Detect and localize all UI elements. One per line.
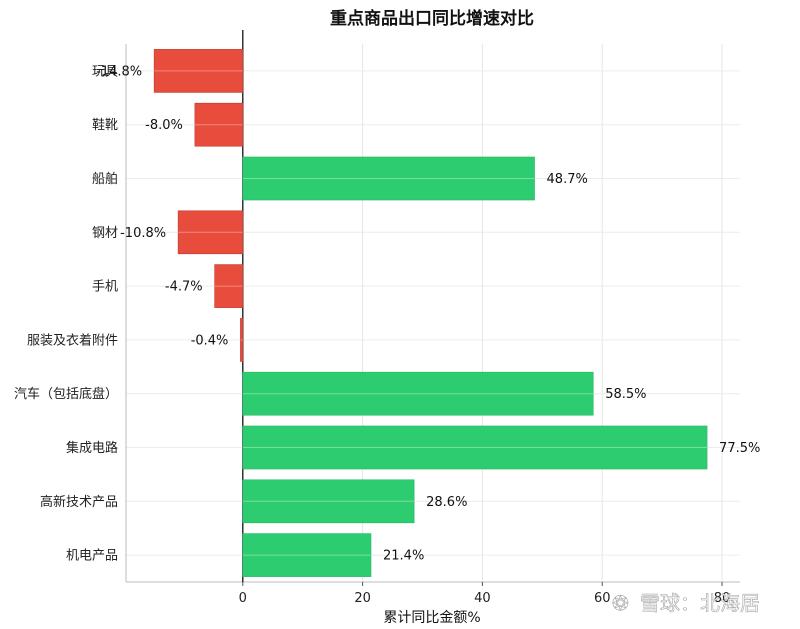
value-label-9: 21.4%: [383, 549, 424, 564]
category-label-7: 集成电路: [66, 440, 118, 456]
bar-8: [242, 479, 415, 524]
bar-5: [240, 318, 244, 362]
category-label-5: 服装及衣着附件: [27, 332, 118, 348]
x-tick-label-4: 80: [714, 591, 731, 606]
value-label-8: 28.6%: [426, 495, 467, 510]
watermark: ❂ 雪球：北海居: [612, 591, 761, 616]
category-label-9: 机电产品: [66, 549, 118, 564]
watermark-logo-icon: ❂: [612, 591, 629, 615]
value-label-4: -4.7%: [165, 280, 203, 295]
x-tick-label-3: 60: [594, 591, 611, 606]
watermark-text: 雪球：北海居: [640, 591, 760, 615]
x-tick-label-0: 0: [239, 591, 247, 606]
bar-9: [242, 533, 372, 577]
category-label-0: 玩具: [92, 64, 118, 79]
x-axis-label: 累计同比金额%: [383, 610, 480, 626]
value-label-6: 58.5%: [605, 387, 646, 402]
value-labels: -14.8% -8.0% 48.7% -10.8% -4.7% -0.4% 58.5% 77.…: [96, 64, 760, 563]
value-label-2: 48.7%: [547, 172, 588, 187]
value-label-0: -14.8%: [96, 64, 142, 79]
value-label-5: -0.4%: [191, 333, 229, 348]
category-label-6: 汽车（包括底盘）: [14, 386, 118, 402]
value-label-7: 77.5%: [719, 441, 760, 456]
bar-2: [242, 156, 535, 201]
bar-7: [242, 425, 708, 470]
bar-0: [153, 49, 244, 93]
bar-4: [214, 264, 244, 308]
value-label-3: -10.8%: [120, 226, 166, 241]
value-label-1: -8.0%: [145, 118, 183, 133]
bar-3: [177, 210, 244, 255]
x-tick-label-2: 40: [474, 591, 491, 606]
bars: [153, 49, 708, 577]
x-ticks: 0 20 40 60 80: [239, 582, 731, 606]
bar-1: [194, 102, 244, 147]
x-tick-label-1: 20: [354, 591, 371, 606]
category-label-4: 手机: [92, 280, 118, 295]
category-label-2: 船舶: [92, 171, 118, 187]
category-label-3: 钢材: [92, 226, 118, 241]
chart-title: 重点商品出口同比增速对比: [330, 8, 534, 29]
bar-6: [242, 371, 594, 416]
category-label-8: 高新技术产品: [40, 494, 118, 510]
category-label-1: 鞋靴: [92, 117, 118, 133]
